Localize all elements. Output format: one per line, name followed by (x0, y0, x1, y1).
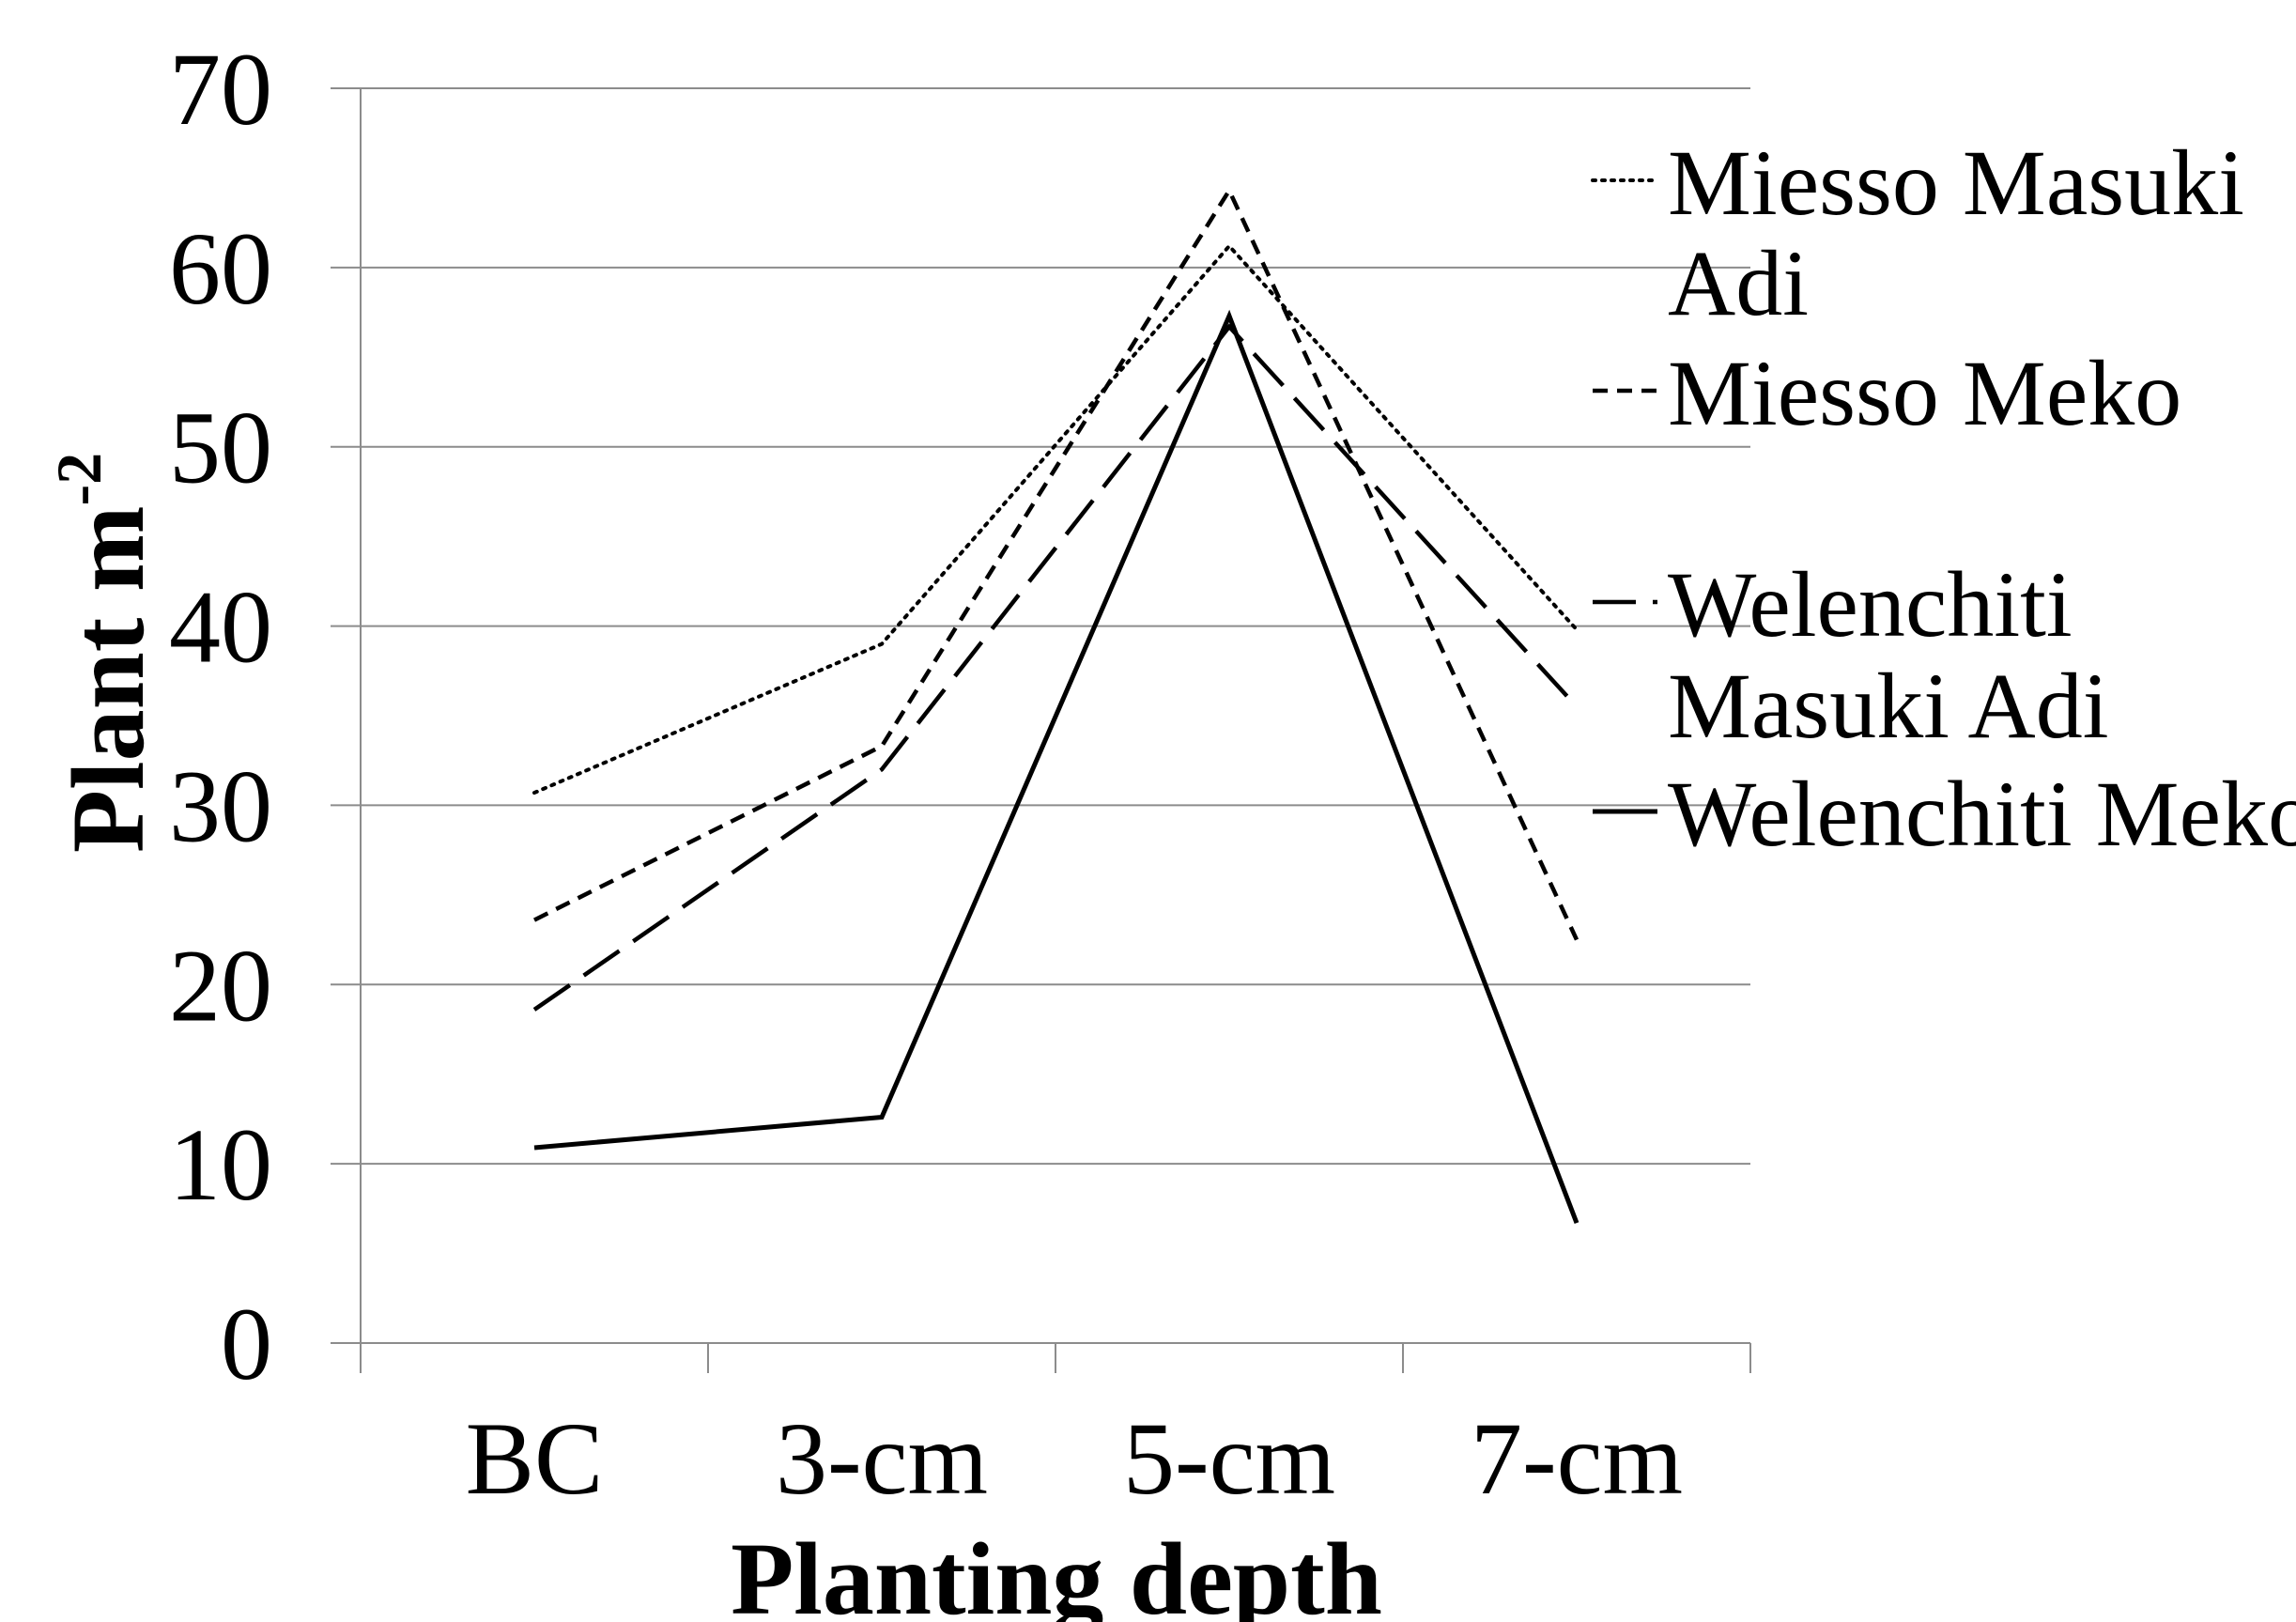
series-lines (532, 186, 1579, 1225)
y-tick-label: 30 (169, 749, 272, 863)
x-axis-title: Planting depth (731, 1522, 1382, 1622)
legend-label: Masuki Adi (1668, 654, 2108, 758)
y-tick-label: 50 (169, 391, 272, 505)
y-tick-label: 20 (169, 928, 272, 1043)
x-tick-label: 5-cm (1123, 1401, 1335, 1516)
legend-label: Welenchiti Meko (1668, 762, 2296, 866)
y-axis-title: Plant m-2 (43, 453, 165, 853)
series-line-miesso-meko (532, 186, 1579, 941)
y-tick-label: 40 (169, 570, 272, 685)
series-line-welenchiti-masuki-adi (532, 323, 1579, 1012)
series-line-miesso-masuki-adi (532, 242, 1579, 796)
x-tick-label: 3-cm (776, 1401, 988, 1516)
x-tick-label: BC (466, 1401, 604, 1516)
x-tick-label: 7-cm (1471, 1401, 1683, 1516)
y-tick-labels: 0 10 20 30 40 50 60 70 (169, 32, 272, 1401)
legend-label: Miesso Masuki (1668, 131, 2244, 235)
y-tick-label: 0 (221, 1287, 272, 1401)
y-tick-label: 60 (169, 211, 272, 326)
axes (331, 87, 1751, 1373)
y-tick-label: 70 (169, 32, 272, 147)
y-axis-title-superscript: -2 (43, 453, 115, 506)
legend-label: Adi (1668, 231, 1809, 335)
series-line-welenchiti-meko (533, 309, 1579, 1225)
legend-label: Welenchiti (1668, 552, 2073, 657)
x-tick-labels: BC 3-cm 5-cm 7-cm (466, 1401, 1683, 1516)
y-tick-label: 10 (169, 1107, 272, 1222)
legend-label: Miesso Meko (1668, 341, 2181, 445)
y-axis-title-main: Plant m (51, 505, 165, 853)
